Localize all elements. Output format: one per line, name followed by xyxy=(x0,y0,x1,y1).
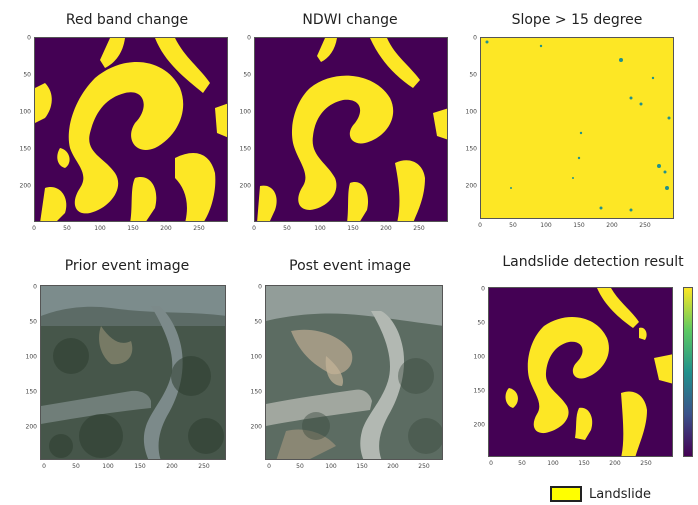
x-tick: 100 xyxy=(94,225,106,232)
x-tick: 150 xyxy=(356,463,368,470)
y-tick: 50 xyxy=(469,71,477,79)
panel-title: Red band change xyxy=(65,12,189,28)
y-tick: 0 xyxy=(258,283,262,291)
slope-map xyxy=(480,37,674,219)
x-tick: 250 xyxy=(640,460,652,467)
x-tick: 50 xyxy=(518,460,526,467)
y-tick: 200 xyxy=(250,423,262,431)
y-tick: 100 xyxy=(19,108,31,116)
y-tick: 0 xyxy=(33,283,37,291)
x-tick: 0 xyxy=(478,222,482,229)
x-tick: 250 xyxy=(413,225,425,232)
y-tick: 50 xyxy=(477,319,485,327)
y-tick: 200 xyxy=(239,182,251,190)
panel-title: NDWI change xyxy=(302,12,398,28)
x-tick: 250 xyxy=(418,463,430,470)
y-tick: 150 xyxy=(19,145,31,153)
y-tick: 0 xyxy=(247,34,251,42)
x-tick: 150 xyxy=(127,225,139,232)
binary-map xyxy=(488,287,673,457)
x-tick: 50 xyxy=(283,225,291,232)
x-tick: 150 xyxy=(578,460,590,467)
y-tick: 150 xyxy=(250,388,262,396)
y-tick: 0 xyxy=(481,285,485,293)
x-tick: 250 xyxy=(198,463,210,470)
x-tick: 200 xyxy=(166,463,178,470)
y-tick: 0 xyxy=(473,34,477,42)
panel-title: Landslide detection result xyxy=(502,254,684,270)
x-tick: 50 xyxy=(509,222,517,229)
y-tick: 200 xyxy=(19,182,31,190)
x-tick: 100 xyxy=(547,460,559,467)
x-tick: 150 xyxy=(347,225,359,232)
y-tick: 100 xyxy=(473,353,485,361)
panel-title: Post event image xyxy=(289,258,411,274)
x-tick: 100 xyxy=(540,222,552,229)
y-tick: 100 xyxy=(250,353,262,361)
satellite-image xyxy=(40,285,226,460)
x-tick: 150 xyxy=(573,222,585,229)
legend-swatch-landslide xyxy=(550,486,582,502)
y-tick: 100 xyxy=(239,108,251,116)
y-tick: 200 xyxy=(473,421,485,429)
x-tick: 0 xyxy=(267,463,271,470)
x-tick: 50 xyxy=(63,225,71,232)
binary-map xyxy=(34,37,228,222)
y-tick: 150 xyxy=(25,388,37,396)
y-tick: 50 xyxy=(254,318,262,326)
y-tick: 200 xyxy=(465,182,477,190)
legend-label: Landslide xyxy=(589,487,651,502)
y-tick: 50 xyxy=(29,318,37,326)
y-tick: 50 xyxy=(243,71,251,79)
x-tick: 0 xyxy=(42,463,46,470)
x-tick: 250 xyxy=(193,225,205,232)
y-tick: 150 xyxy=(473,387,485,395)
binary-map xyxy=(254,37,448,222)
x-tick: 100 xyxy=(314,225,326,232)
x-tick: 100 xyxy=(325,463,337,470)
colorbar xyxy=(683,287,693,457)
panel-title: Prior event image xyxy=(64,258,190,274)
x-tick: 200 xyxy=(160,225,172,232)
x-tick: 150 xyxy=(134,463,146,470)
x-tick: 50 xyxy=(296,463,304,470)
y-tick: 50 xyxy=(23,71,31,79)
x-tick: 200 xyxy=(380,225,392,232)
x-tick: 250 xyxy=(639,222,651,229)
satellite-image xyxy=(265,285,443,460)
y-tick: 200 xyxy=(25,423,37,431)
y-tick: 150 xyxy=(465,145,477,153)
x-tick: 0 xyxy=(489,460,493,467)
x-tick: 0 xyxy=(252,225,256,232)
x-tick: 0 xyxy=(32,225,36,232)
y-tick: 0 xyxy=(27,34,31,42)
y-tick: 100 xyxy=(465,108,477,116)
panel-title: Slope > 15 degree xyxy=(511,12,643,28)
x-tick: 200 xyxy=(387,463,399,470)
x-tick: 100 xyxy=(102,463,114,470)
x-tick: 200 xyxy=(609,460,621,467)
y-tick: 150 xyxy=(239,145,251,153)
y-tick: 100 xyxy=(25,353,37,361)
x-tick: 200 xyxy=(606,222,618,229)
x-tick: 50 xyxy=(72,463,80,470)
